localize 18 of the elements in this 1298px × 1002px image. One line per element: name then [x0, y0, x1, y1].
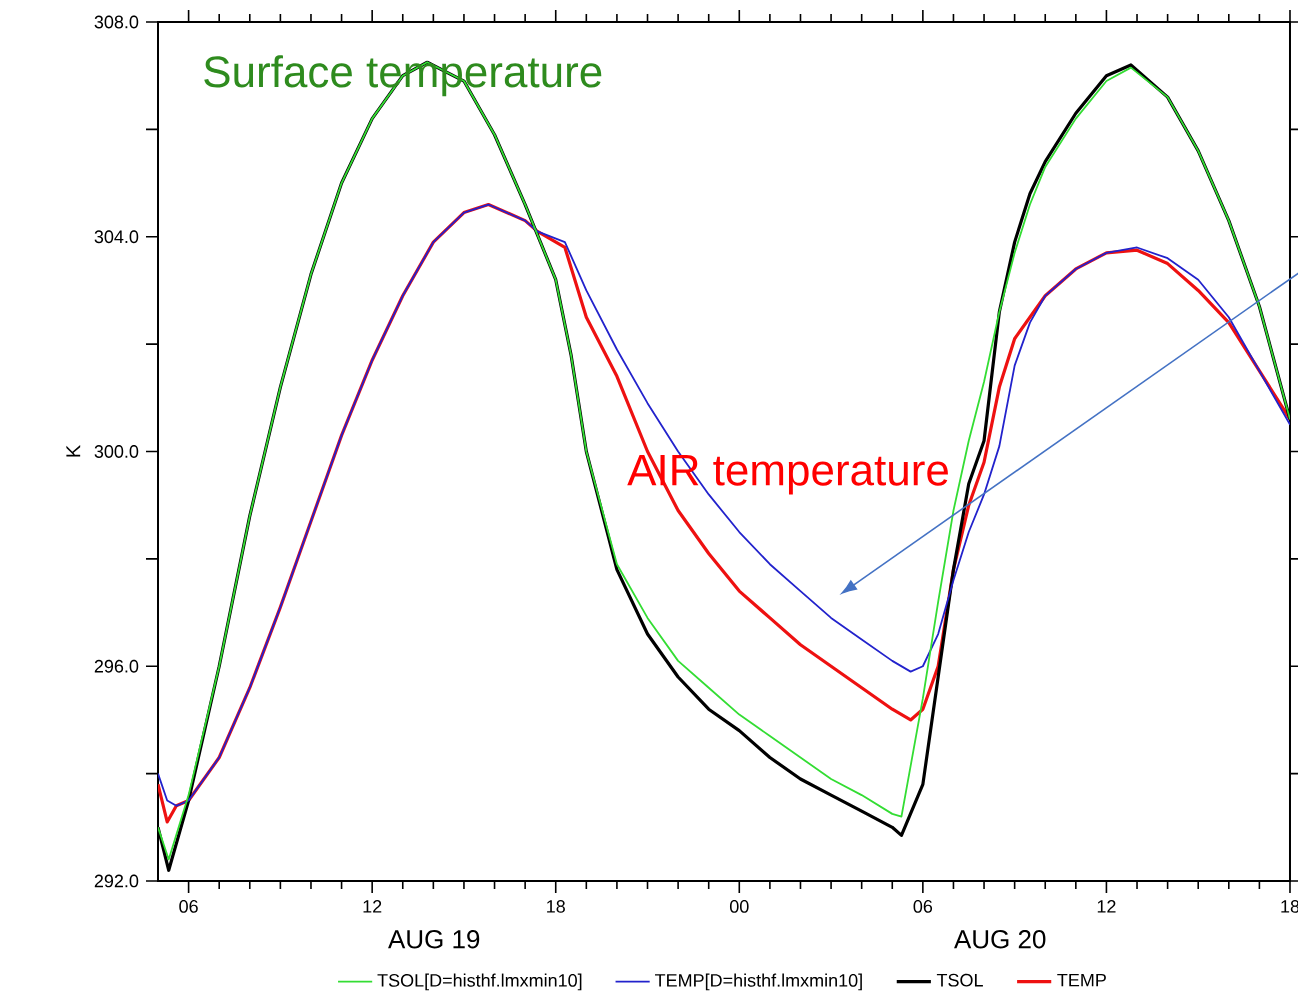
y-tick-label: 292.0	[94, 874, 139, 888]
legend-label: TSOL	[936, 973, 983, 987]
y-tick-label: 296.0	[94, 659, 139, 673]
x-tick-label: 18	[547, 900, 565, 913]
x-tick-label: 12	[363, 900, 382, 913]
y-tick-label: 304.0	[94, 230, 139, 244]
x-tick-label: 12	[1097, 900, 1116, 913]
legend-label: TSOL[D=histhf.lmxmin10]	[377, 973, 582, 991]
legend-label: TEMP[D=histhf.lmxmin10]	[655, 973, 862, 991]
y-axis-title: K	[66, 445, 81, 457]
x-tick-label: 00	[729, 900, 749, 913]
y-tick-label: 300.0	[94, 445, 139, 458]
legend-label: TEMP	[1057, 973, 1106, 987]
x-tick-label: 06	[913, 900, 933, 913]
y-tick-label: 308.0	[94, 15, 139, 29]
text: AUG 20	[954, 930, 1046, 949]
x-tick-label: 06	[179, 900, 198, 913]
text: AUG 19	[388, 930, 480, 949]
